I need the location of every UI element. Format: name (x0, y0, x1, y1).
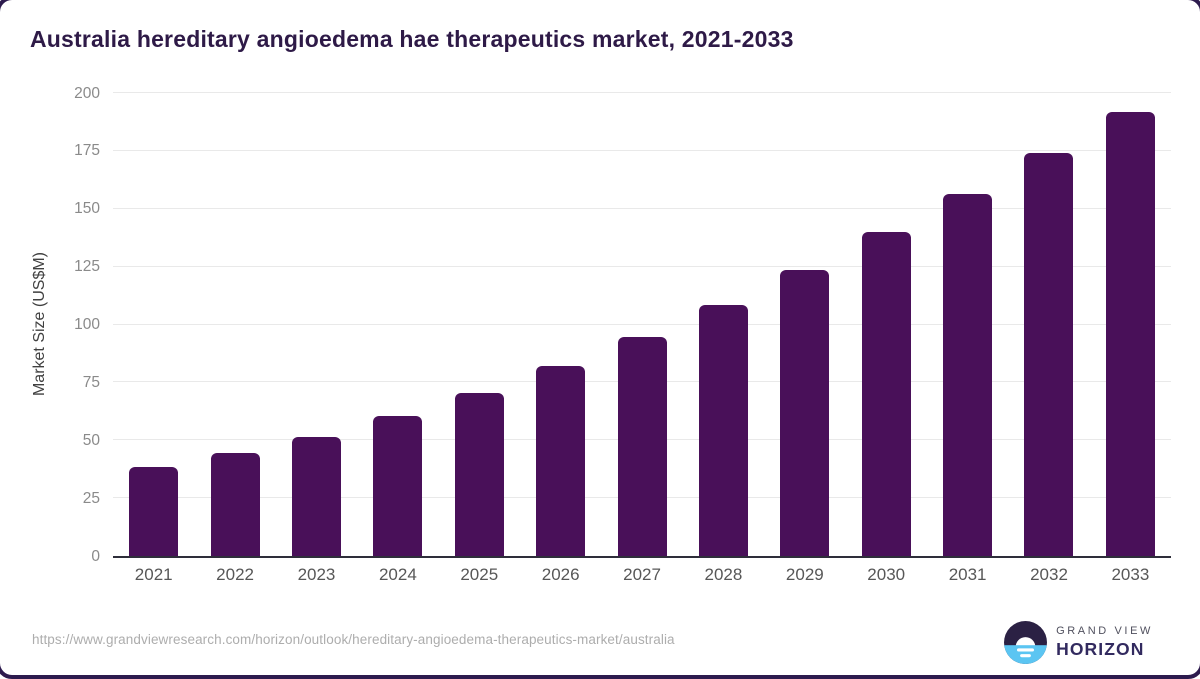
bar-cell (113, 93, 194, 556)
bar-cell (1008, 93, 1089, 556)
bar-2023[interactable] (291, 436, 341, 556)
bar-cell (846, 93, 927, 556)
x-tick-label-2026: 2026 (541, 565, 580, 584)
x-axis-labels: 2021 2022 2023 2024 2025 2026 2027 2028 2029 2030… (113, 565, 1171, 585)
bar-cell (520, 93, 601, 556)
x-tick-label-2027: 2027 (623, 565, 661, 584)
bar-cell (601, 93, 682, 556)
bar-cell (439, 93, 520, 556)
y-tick-label-125: 125 (74, 257, 100, 275)
logo-brand-line1: GRAND VIEW (1056, 625, 1153, 637)
chart-title: Australia hereditary angioedema hae ther… (30, 26, 794, 52)
bar-cell (927, 93, 1008, 556)
grand-view-horizon-logo: GRAND VIEW HORIZON (1004, 620, 1153, 665)
x-tick-label-2022: 2022 (216, 565, 254, 584)
x-tick-label-2023: 2023 (297, 565, 336, 584)
gridline-175 (113, 149, 1171, 151)
bar-2021[interactable] (129, 467, 179, 556)
gridline-125 (113, 265, 1171, 267)
bar-2030[interactable] (861, 232, 911, 556)
y-tick-label-0: 0 (91, 547, 100, 565)
bar-2022[interactable] (210, 452, 260, 556)
x-tick-label-2021: 2021 (134, 565, 173, 584)
y-tick-label-25: 25 (82, 489, 100, 507)
source-url: https://www.grandviewresearch.com/horizo… (32, 632, 675, 647)
bar-2031[interactable] (943, 193, 993, 556)
gridline-150 (113, 207, 1171, 209)
x-tick-label-2025: 2025 (460, 565, 499, 584)
x-tick-label-2031: 2031 (948, 565, 987, 584)
y-tick-label-75: 75 (82, 373, 100, 391)
x-tick-label-2030: 2030 (867, 565, 906, 584)
x-tick-label-2033: 2033 (1111, 565, 1150, 584)
horizon-sun-icon (1004, 621, 1048, 664)
logo-text: GRAND VIEW HORIZON (1056, 625, 1153, 660)
bar-cell (276, 93, 357, 556)
y-tick-label-175: 175 (74, 142, 100, 160)
x-tick-label-2028: 2028 (704, 565, 743, 584)
y-tick-label-100: 100 (74, 315, 100, 333)
bar-2027[interactable] (617, 336, 667, 556)
gridline-200 (113, 92, 1171, 93)
bar-2032[interactable] (1024, 152, 1074, 556)
plot-area (113, 92, 1171, 558)
gridline-100 (113, 323, 1171, 325)
bar-2024[interactable] (373, 416, 423, 556)
y-axis-tick-labels: 0 25 50 75 100 125 150 175 200 (30, 85, 100, 563)
bar-cell (194, 93, 275, 556)
x-tick-label-2032: 2032 (1030, 565, 1068, 584)
bar-2033[interactable] (1105, 111, 1155, 556)
logo-brand-line2: HORIZON (1056, 639, 1145, 659)
y-tick-label-50: 50 (82, 431, 100, 449)
bars (113, 93, 1171, 556)
x-tick-label-2024: 2024 (378, 565, 417, 584)
bar-cell (683, 93, 764, 556)
bar-2026[interactable] (536, 365, 586, 556)
bar-2029[interactable] (780, 269, 830, 556)
bar-2028[interactable] (698, 305, 748, 556)
bar-cell (764, 93, 845, 556)
bar-cell (357, 93, 438, 556)
y-tick-label-200: 200 (74, 84, 100, 102)
x-tick-label-2029: 2029 (785, 565, 824, 584)
bar-cell (1090, 93, 1171, 556)
bar-2025[interactable] (454, 392, 504, 556)
y-tick-label-150: 150 (74, 200, 100, 217)
